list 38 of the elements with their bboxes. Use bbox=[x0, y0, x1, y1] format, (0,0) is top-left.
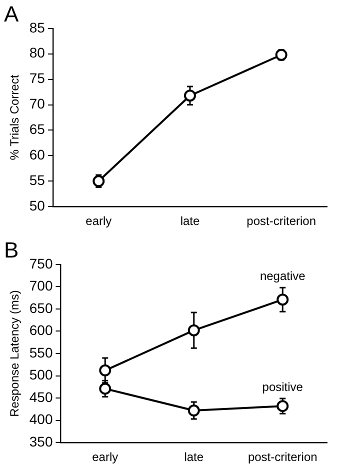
point bbox=[188, 324, 200, 336]
y-tick-label: 450 bbox=[29, 388, 53, 405]
y-tick-label: 600 bbox=[29, 322, 53, 338]
point bbox=[92, 175, 105, 188]
point bbox=[188, 404, 200, 417]
y-tick-label: 700 bbox=[29, 278, 53, 294]
x-tick-label: post-criterion bbox=[248, 450, 318, 464]
y-tick-label: 350 bbox=[29, 433, 53, 450]
point bbox=[276, 400, 289, 412]
y-tick-label: 550 bbox=[29, 344, 53, 360]
y-tick-label: 70 bbox=[29, 96, 46, 112]
y-axis-title: Response Latency (ms) bbox=[8, 290, 22, 417]
y-axis-title: % Trials Correct bbox=[8, 74, 22, 160]
y-tick-label: 60 bbox=[29, 146, 46, 163]
y-tick-label: 75 bbox=[29, 70, 46, 86]
x-tick-label: early bbox=[92, 450, 118, 464]
y-tick-label: 85 bbox=[29, 19, 46, 36]
point bbox=[99, 382, 112, 395]
x-tick-label: early bbox=[86, 214, 112, 228]
point bbox=[99, 364, 112, 376]
y-tick-label: 750 bbox=[29, 255, 53, 272]
series-label: positive bbox=[262, 380, 304, 394]
chart-title: A bbox=[4, 1, 19, 26]
x-tick-label: late bbox=[180, 214, 200, 228]
point bbox=[184, 90, 196, 102]
y-tick-label: 65 bbox=[29, 121, 46, 138]
y-tick-label: 650 bbox=[29, 300, 53, 316]
point bbox=[276, 294, 289, 306]
series-label: negative bbox=[260, 268, 306, 283]
point bbox=[275, 48, 288, 61]
y-tick-label: 500 bbox=[29, 366, 53, 383]
x-tick-label: post-criterion bbox=[246, 214, 316, 228]
y-tick-label: 80 bbox=[29, 44, 46, 61]
x-tick-label: late bbox=[184, 450, 204, 464]
y-tick-label: 50 bbox=[29, 197, 46, 214]
y-tick-label: 55 bbox=[29, 172, 46, 188]
y-tick-label: 400 bbox=[29, 411, 53, 428]
chart-title: B bbox=[4, 237, 19, 262]
